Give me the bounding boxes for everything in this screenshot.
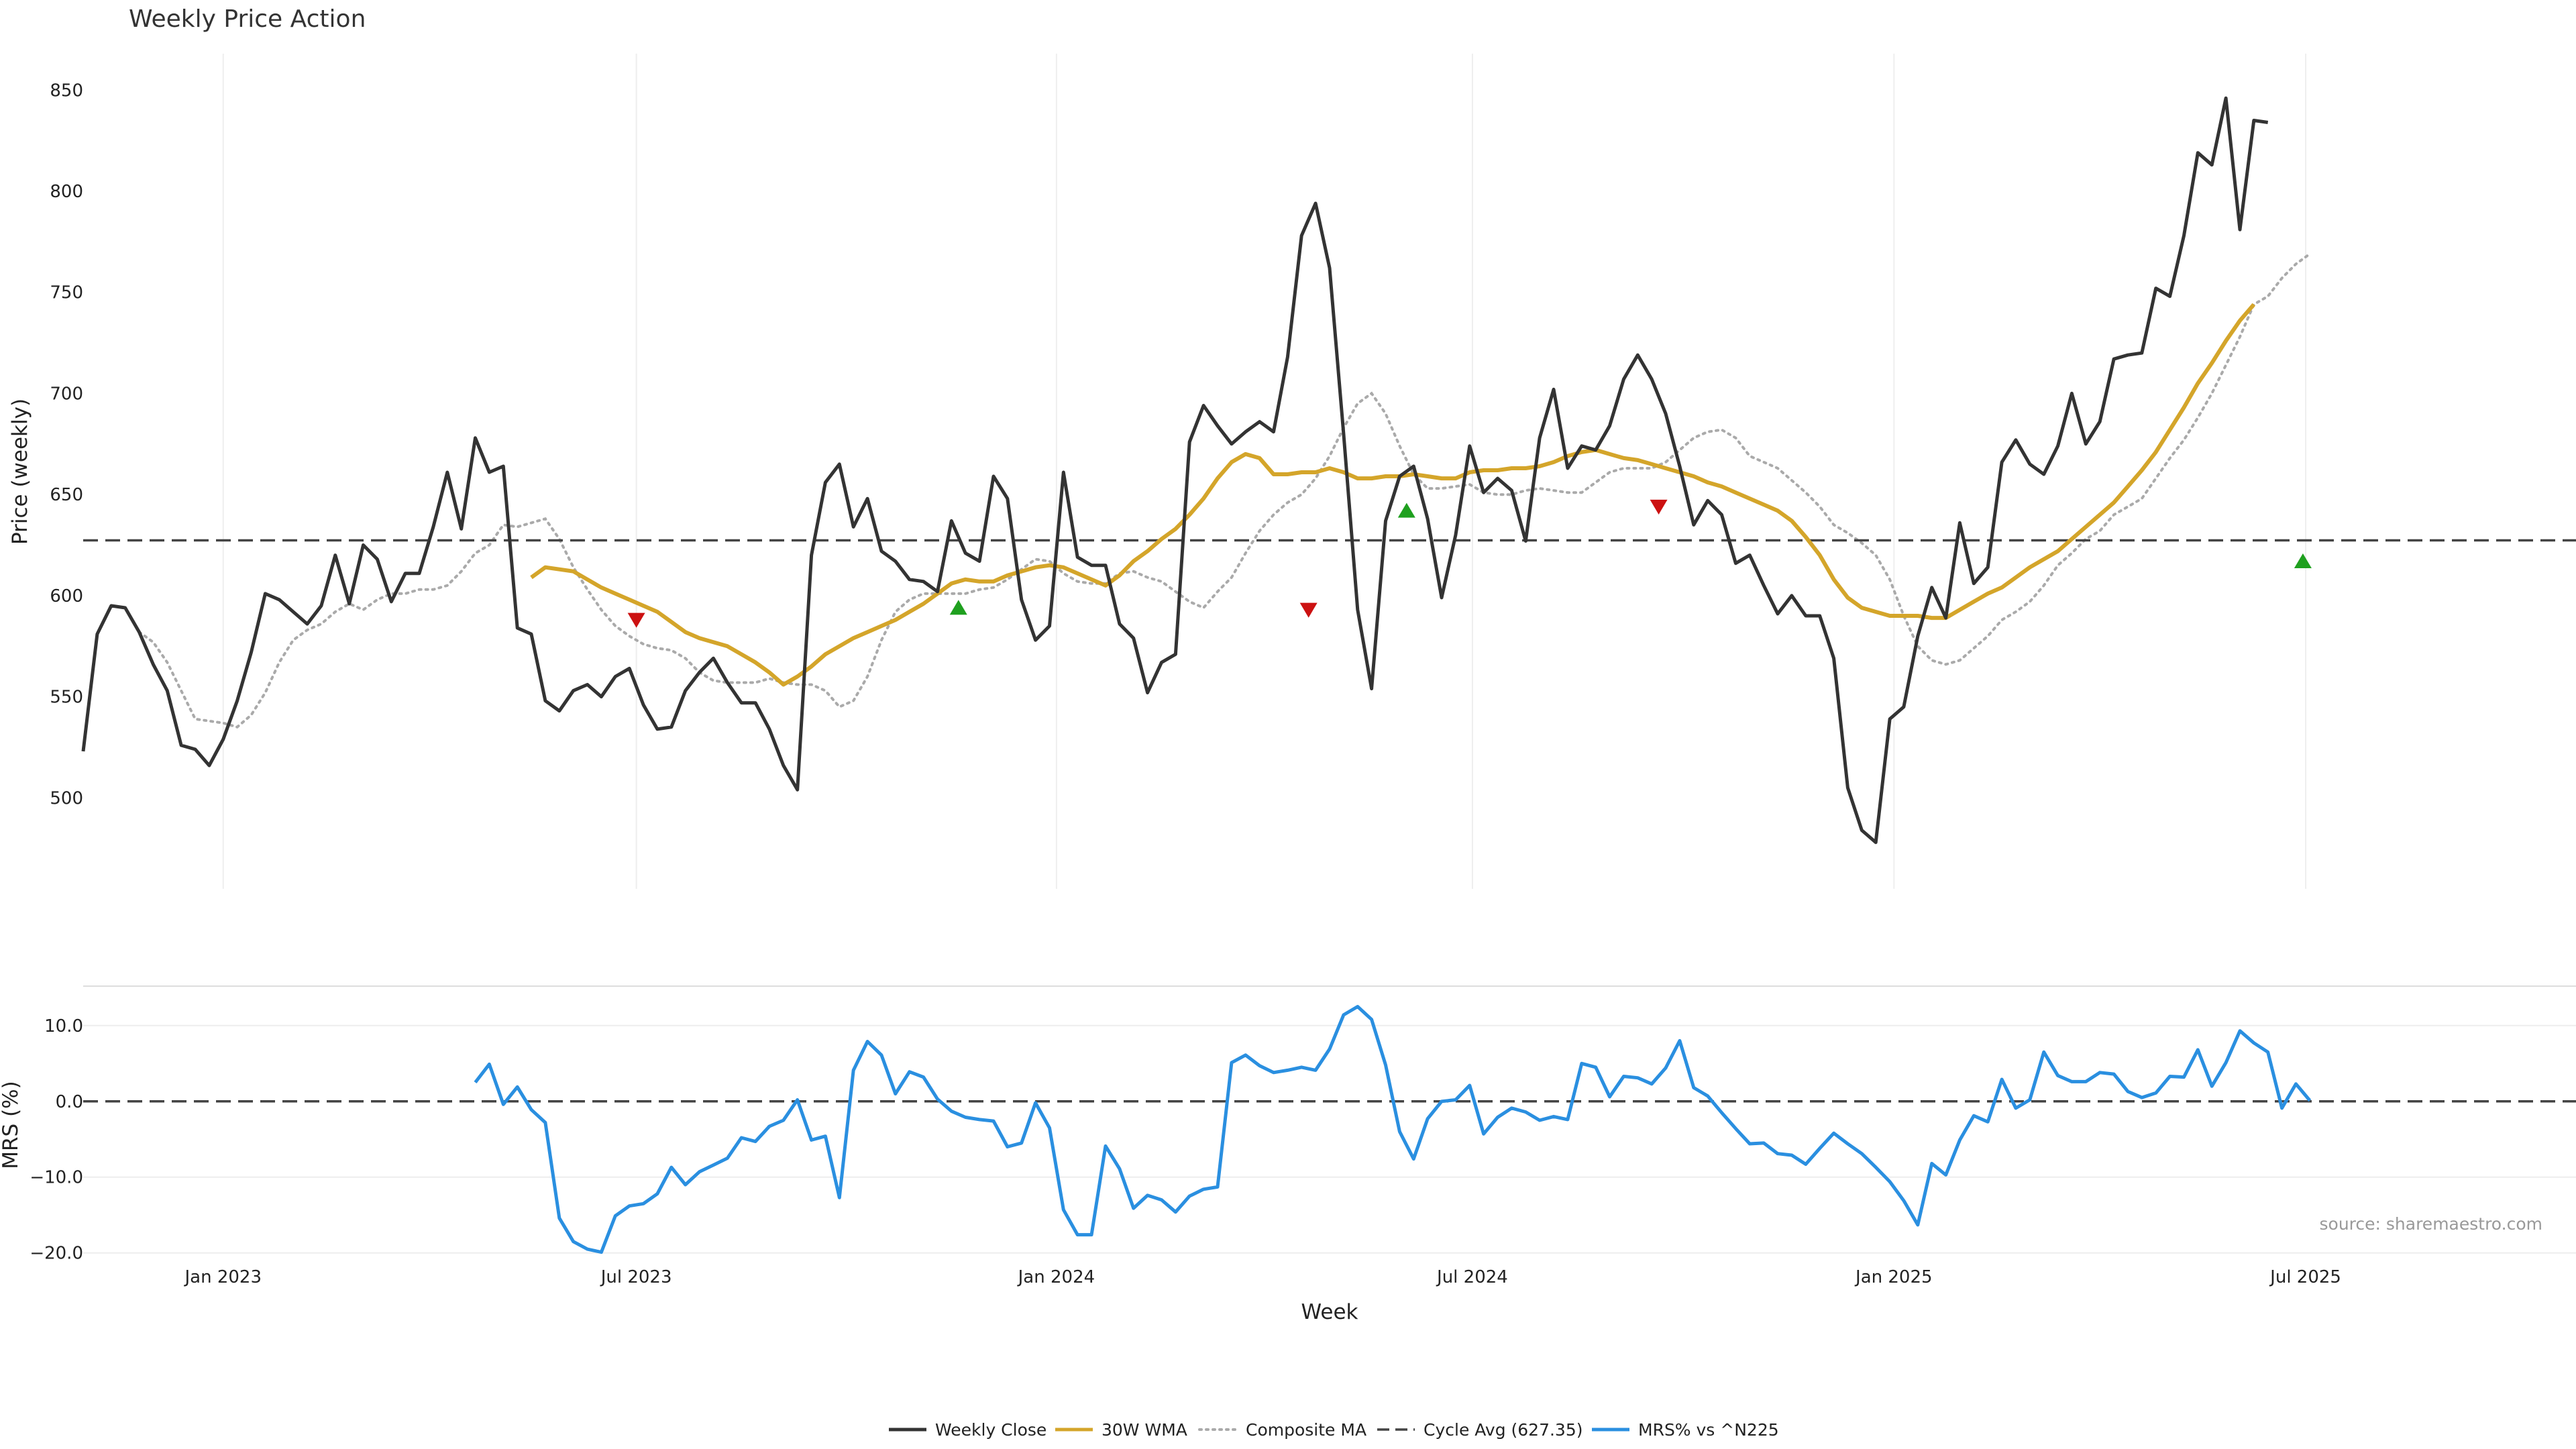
buy-signal-marker bbox=[949, 600, 967, 615]
price-y-ticks: 500 550 600 650 700 750 800 850 bbox=[50, 80, 83, 808]
price-y-tick-label: 650 bbox=[50, 485, 83, 505]
price-y-tick-label: 550 bbox=[50, 688, 83, 708]
legend-label: Composite MA bbox=[1246, 1420, 1366, 1440]
legend: Weekly Close 30W WMA Composite MA Cycle Avg… bbox=[889, 1420, 1779, 1440]
weekly-close-line bbox=[81, 96, 2269, 845]
source-text: source: sharemaestro.com bbox=[2320, 1214, 2543, 1234]
x-tick-label: Jul 2025 bbox=[2269, 1267, 2341, 1287]
x-ticks: Jan 2023 Jul 2023 Jan 2024 Jul 2024 Jan 2025… bbox=[184, 1267, 2341, 1287]
price-series bbox=[81, 96, 2576, 845]
composite-ma-line bbox=[138, 252, 2312, 729]
mrs-y-tick-label: −20.0 bbox=[30, 1244, 83, 1264]
mrs-y-axis-label: MRS (%) bbox=[0, 1081, 23, 1169]
price-gridlines bbox=[222, 54, 2307, 889]
mrs-y-tick-label: 0.0 bbox=[56, 1092, 83, 1112]
mrs-gridlines bbox=[83, 1024, 2576, 1254]
price-y-axis-label: Price (weekly) bbox=[8, 398, 32, 545]
mrs-line bbox=[474, 1005, 2312, 1254]
x-tick-label: Jan 2025 bbox=[1854, 1267, 1933, 1287]
buy-signal-marker bbox=[1397, 502, 1415, 518]
legend-label: Weekly Close bbox=[935, 1420, 1046, 1440]
signal-markers bbox=[627, 499, 2312, 628]
x-axis-label: Week bbox=[1301, 1300, 1358, 1324]
price-y-tick-label: 850 bbox=[50, 80, 83, 101]
mrs-y-tick-label: 10.0 bbox=[44, 1016, 83, 1036]
mrs-y-tick-label: −10.0 bbox=[30, 1168, 83, 1188]
mrs-y-ticks: −20.0 −10.0 0.0 10.0 bbox=[30, 1016, 83, 1264]
mrs-series bbox=[83, 1005, 2576, 1254]
x-tick-label: Jul 2023 bbox=[600, 1267, 672, 1287]
x-tick-label: Jan 2023 bbox=[184, 1267, 262, 1287]
wma-30w-line bbox=[530, 303, 2256, 687]
sell-signal-marker bbox=[627, 612, 645, 628]
price-y-tick-label: 600 bbox=[50, 586, 83, 606]
price-y-tick-label: 800 bbox=[50, 182, 83, 202]
x-tick-label: Jul 2024 bbox=[1436, 1267, 1508, 1287]
legend-label: MRS% vs ^N225 bbox=[1638, 1420, 1779, 1440]
legend-label: 30W WMA bbox=[1102, 1420, 1187, 1440]
legend-label: Cycle Avg (627.35) bbox=[1424, 1420, 1583, 1440]
price-y-tick-label: 500 bbox=[50, 788, 83, 808]
price-y-tick-label: 750 bbox=[50, 283, 83, 303]
chart-title: Weekly Price Action bbox=[129, 5, 366, 33]
buy-signal-marker bbox=[2294, 553, 2312, 569]
x-tick-label: Jan 2024 bbox=[1017, 1267, 1095, 1287]
sell-signal-marker bbox=[1299, 602, 1318, 618]
price-y-tick-label: 700 bbox=[50, 384, 83, 404]
sell-signal-marker bbox=[1650, 499, 1668, 515]
